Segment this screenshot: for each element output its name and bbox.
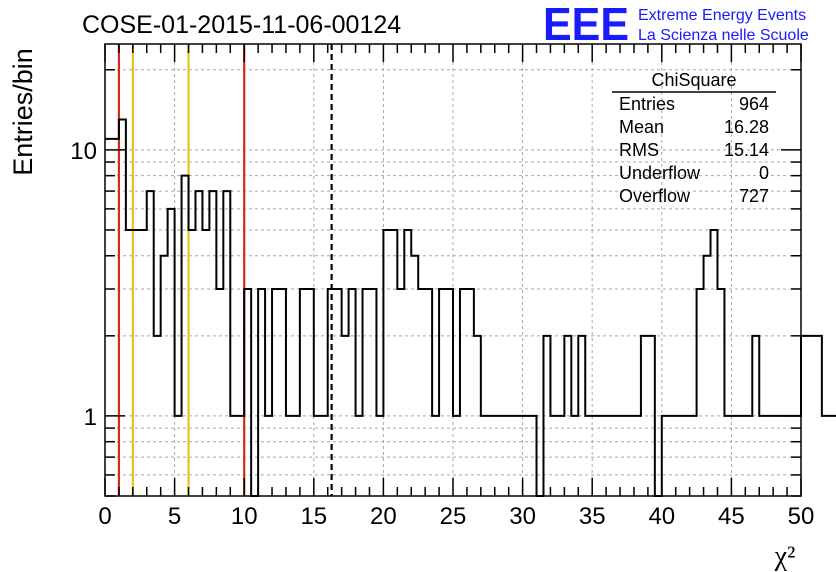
x-tick-label: 20 <box>370 503 397 530</box>
plot-title: COSE-01-2015-11-06-00124 <box>82 11 401 39</box>
stats-value-overflow: 727 <box>739 186 769 206</box>
logo-mark: EEE <box>543 0 629 50</box>
stats-label-overflow: Overflow <box>619 186 691 206</box>
x-tick-label: 25 <box>440 503 467 530</box>
eee-logo: EEE Extreme Energy Events La Scienza nel… <box>543 0 809 50</box>
x-tick-label: 5 <box>168 503 181 530</box>
x-tick-label: 40 <box>648 503 675 530</box>
stats-label-mean: Mean <box>619 117 664 137</box>
grid <box>105 44 801 496</box>
stats-label-rms: RMS <box>619 140 659 160</box>
stats-label-entries: Entries <box>619 94 675 114</box>
x-tick-label: 35 <box>579 503 606 530</box>
y-tick-label: 1 <box>84 404 97 431</box>
stats-value-rms: 15.14 <box>724 140 769 160</box>
stats-title: ChiSquare <box>651 70 736 90</box>
stats-value-mean: 16.28 <box>724 117 769 137</box>
axis-tick-labels: 0 5 10 15 20 25 30 35 40 45 50 1 10 <box>70 138 814 530</box>
axis-ticks <box>104 44 802 497</box>
x-tick-label: 50 <box>788 503 815 530</box>
x-tick-label: 30 <box>509 503 536 530</box>
logo-subtitle: La Scienza nelle Scuole <box>638 27 809 44</box>
logo-title: Extreme Energy Events <box>638 7 806 24</box>
x-tick-label: 0 <box>98 503 111 530</box>
stats-value-entries: 964 <box>739 94 769 114</box>
x-tick-label: 45 <box>718 503 745 530</box>
stats-label-underflow: Underflow <box>619 163 701 183</box>
x-tick-label: 15 <box>300 503 327 530</box>
x-tick-label: 10 <box>231 503 258 530</box>
x-axis-label: χ² <box>774 541 796 572</box>
y-tick-label: 10 <box>70 138 97 165</box>
stats-value-underflow: 0 <box>759 163 769 183</box>
stats-box: ChiSquare Entries 964 Mean 16.28 RMS 15.… <box>612 70 776 206</box>
y-axis-label: Entries/bin <box>8 48 38 176</box>
